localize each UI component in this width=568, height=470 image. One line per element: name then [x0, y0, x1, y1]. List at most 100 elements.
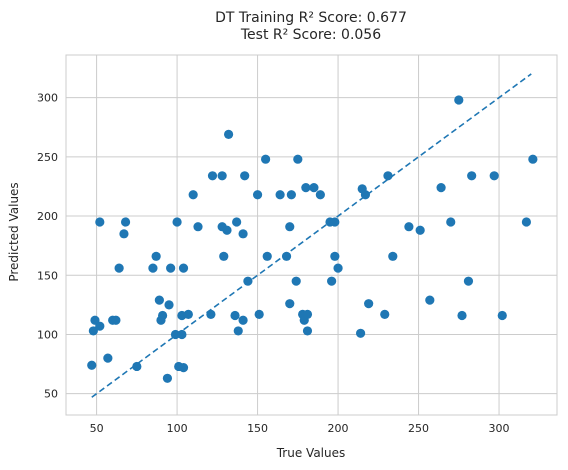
data-point — [302, 326, 313, 336]
data-point — [356, 328, 366, 338]
data-point — [489, 171, 499, 181]
data-point — [222, 225, 232, 235]
data-point — [254, 309, 264, 319]
data-point — [232, 217, 242, 227]
data-point — [87, 360, 97, 370]
x-tick-label: 50 — [90, 422, 104, 435]
data-point — [157, 310, 168, 321]
data-point — [217, 171, 227, 181]
reference-line — [91, 73, 532, 398]
data-point — [223, 129, 234, 139]
y-tick-label: 50 — [44, 388, 58, 401]
y-tick-label: 250 — [37, 151, 58, 164]
y-tick-label: 300 — [37, 92, 58, 105]
data-point — [148, 263, 158, 273]
x-tick-label: 150 — [247, 422, 268, 435]
data-point — [330, 217, 340, 227]
data-point — [114, 263, 124, 273]
data-point — [262, 251, 272, 261]
data-point — [206, 309, 216, 319]
data-point — [88, 326, 98, 336]
data-point — [383, 171, 393, 181]
y-axis-label: Predicted Values — [7, 182, 21, 281]
y-tick-label: 200 — [37, 210, 58, 223]
data-point — [330, 251, 340, 261]
data-point — [436, 183, 446, 193]
data-point — [95, 321, 105, 331]
data-point — [291, 276, 301, 286]
data-point — [170, 329, 181, 340]
data-point — [120, 217, 131, 227]
grid-lines — [66, 55, 557, 415]
data-point — [521, 217, 532, 227]
data-point — [457, 310, 467, 321]
data-point — [275, 190, 285, 200]
data-point — [219, 251, 229, 261]
data-point — [178, 363, 189, 373]
data-point — [380, 309, 390, 319]
data-point — [404, 222, 414, 232]
data-point — [207, 171, 218, 181]
data-point — [309, 183, 319, 193]
y-tick-label: 100 — [37, 328, 58, 341]
data-point — [238, 315, 248, 325]
data-point — [293, 154, 303, 164]
data-point — [285, 222, 295, 232]
data-point — [230, 310, 240, 321]
data-point — [119, 229, 129, 239]
data-point — [327, 276, 337, 286]
x-tick-label: 300 — [489, 422, 510, 435]
data-point — [132, 361, 142, 372]
data-point — [183, 309, 193, 319]
data-points — [87, 95, 538, 383]
data-point — [364, 299, 374, 309]
data-point — [111, 315, 121, 325]
data-point — [285, 299, 295, 309]
plot-area-frame — [65, 54, 558, 416]
data-point — [177, 329, 187, 340]
data-point — [103, 353, 113, 363]
data-point — [261, 154, 271, 164]
data-point — [281, 251, 292, 261]
data-point — [301, 183, 311, 193]
x-axis-label: True Values — [276, 446, 346, 460]
data-point — [162, 373, 173, 383]
data-point — [243, 276, 253, 286]
data-point — [467, 171, 477, 181]
data-point — [154, 295, 164, 305]
y-tick-labels: 50 100 150 200 250 300 — [37, 92, 58, 401]
data-point — [164, 300, 174, 310]
data-point — [238, 229, 248, 239]
reference-line-group — [91, 73, 532, 398]
data-point — [463, 276, 474, 286]
data-point — [415, 225, 425, 235]
data-point — [454, 95, 464, 105]
data-point — [333, 263, 343, 273]
data-point — [286, 190, 296, 200]
data-point — [302, 309, 313, 319]
data-point — [166, 263, 176, 273]
data-point — [151, 251, 161, 261]
data-point — [388, 251, 398, 261]
data-point — [193, 222, 203, 232]
data-point — [497, 310, 507, 321]
data-point — [528, 154, 538, 164]
data-point — [240, 171, 250, 181]
chart-title: DT Training R² Score: 0.677 — [215, 10, 407, 26]
data-point — [188, 190, 198, 200]
data-point — [425, 295, 435, 305]
x-tick-labels: 50 100 150 200 250 300 — [90, 422, 510, 435]
data-point — [360, 190, 371, 200]
x-tick-label: 200 — [328, 422, 349, 435]
data-point — [315, 190, 325, 200]
data-point — [446, 217, 456, 227]
data-point — [178, 263, 189, 273]
chart-subtitle: Test R² Score: 0.056 — [240, 27, 381, 43]
data-point — [252, 190, 263, 200]
data-point — [233, 326, 243, 336]
data-point — [95, 217, 105, 227]
y-tick-label: 150 — [37, 269, 58, 282]
x-tick-label: 250 — [408, 422, 429, 435]
